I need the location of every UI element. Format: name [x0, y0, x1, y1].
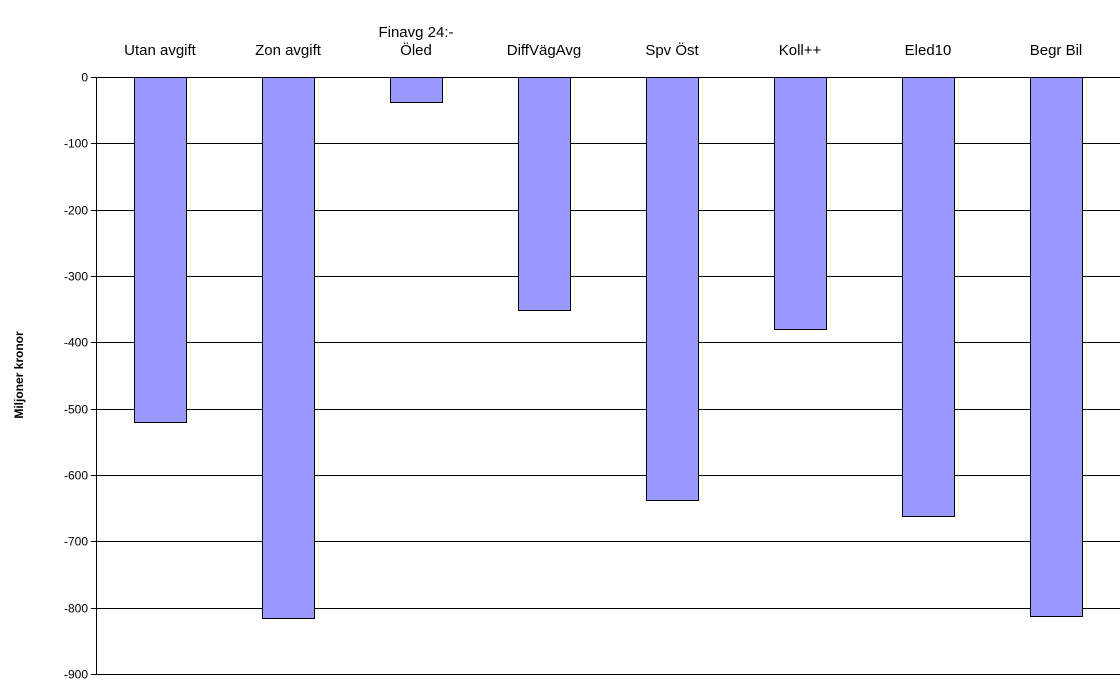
- gridlines: [96, 77, 1120, 675]
- bar: [134, 77, 187, 423]
- y-tick-label: -200: [64, 204, 88, 218]
- bar: [774, 77, 827, 330]
- category-label: Utan avgift: [124, 42, 197, 59]
- y-tick-labels: 0 -100 -200 -300 -400 -500 -600 -700 -800 -900: [64, 71, 88, 680]
- y-tick-label: 0: [81, 71, 88, 85]
- y-tick-label: -600: [64, 469, 88, 483]
- bar: [262, 77, 315, 619]
- category-labels: Utan avgift Zon avgift Finavg 24:-Öled Diff…: [124, 24, 1082, 59]
- category-label: Öled: [400, 41, 432, 59]
- y-tick-label: -900: [64, 668, 88, 680]
- bar: [646, 77, 699, 501]
- category-label: Finavg 24:-: [378, 24, 453, 41]
- category-label: Koll++: [779, 42, 822, 59]
- y-tick-label: -700: [64, 535, 88, 549]
- bars: [134, 77, 1083, 619]
- y-axis-title: Miljoner kronor: [12, 331, 26, 419]
- category-label: Spv Öst: [645, 41, 699, 59]
- category-label: DiffVägAvg: [507, 42, 582, 59]
- axes: [91, 77, 97, 675]
- category-label: Zon avgift: [255, 42, 322, 59]
- y-tick-label: -300: [64, 270, 88, 284]
- y-tick-label: -500: [64, 403, 88, 417]
- y-tick-label: -400: [64, 336, 88, 350]
- y-tick-label: -800: [64, 602, 88, 616]
- category-label: Eled10: [905, 42, 952, 59]
- bar: [1030, 77, 1083, 617]
- bar: [902, 77, 955, 517]
- y-tick-label: -100: [64, 137, 88, 151]
- bar: [390, 77, 443, 103]
- bar: [518, 77, 571, 311]
- category-label: Begr Bil: [1030, 42, 1083, 59]
